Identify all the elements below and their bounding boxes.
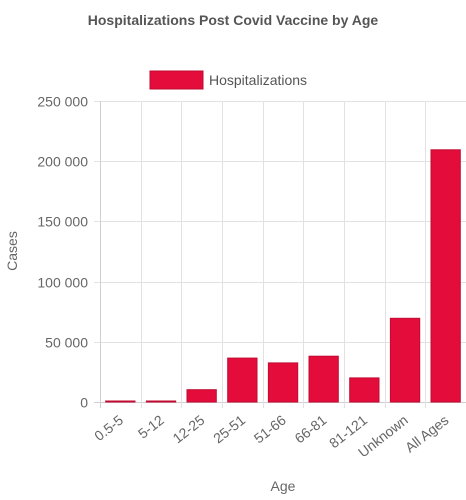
bar-unknown[interactable] xyxy=(389,317,421,403)
bar-5-12[interactable] xyxy=(145,400,177,403)
x-tick-label: 12-25 xyxy=(169,412,207,447)
y-tick-label: 100 000 xyxy=(37,275,88,291)
chart-title: Hospitalizations Post Covid Vaccine by A… xyxy=(88,12,379,28)
legend[interactable]: Hospitalizations xyxy=(149,70,307,90)
x-tick-label: 0.5-5 xyxy=(91,412,126,444)
y-tick-label: 50 000 xyxy=(45,335,88,351)
bar-all-ages[interactable] xyxy=(430,149,461,403)
gridlines xyxy=(94,101,466,408)
y-tick-label: 150 000 xyxy=(37,214,88,230)
bar-0-5-5[interactable] xyxy=(105,400,136,403)
y-tick-label: 0 xyxy=(80,395,88,411)
bar-81-121[interactable] xyxy=(349,377,380,403)
bar-12-25[interactable] xyxy=(186,389,217,403)
bar-66-81[interactable] xyxy=(308,355,339,403)
y-axis-title: Cases xyxy=(4,231,20,271)
y-axis-ticks: 0 50 000 100 000 150 000 200 000 250 000 xyxy=(37,94,88,411)
bar-51-66[interactable] xyxy=(267,362,299,403)
y-tick-label: 200 000 xyxy=(37,154,88,170)
x-tick-label: 66-81 xyxy=(291,412,329,447)
x-tick-label: 5-12 xyxy=(135,412,167,442)
x-tick-label: 51-66 xyxy=(251,412,289,447)
y-tick-label: 250 000 xyxy=(37,94,88,110)
x-tick-label: 25-51 xyxy=(210,412,248,447)
legend-swatch xyxy=(149,70,204,90)
bar-25-51[interactable] xyxy=(227,357,258,403)
legend-label: Hospitalizations xyxy=(209,72,307,88)
bars xyxy=(105,149,461,403)
x-axis-ticks: 0.5-5 5-12 12-25 25-51 51-66 66-8181-121Unkno… xyxy=(91,412,451,461)
x-axis-title: Age xyxy=(271,478,296,494)
x-tick-label: All Ages xyxy=(402,412,452,456)
